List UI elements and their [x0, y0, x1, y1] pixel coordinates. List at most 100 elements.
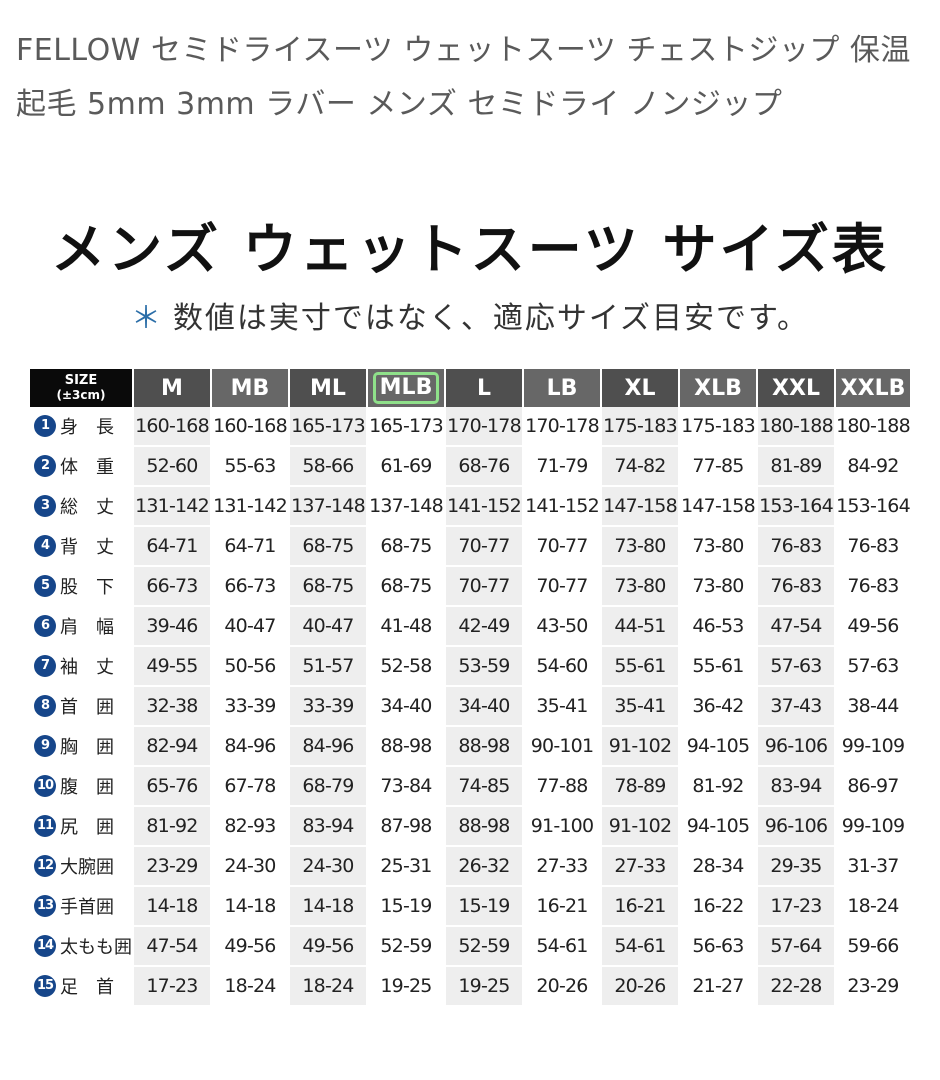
table-cell: 34-40 [367, 686, 446, 727]
table-cell: 82-94 [133, 726, 212, 767]
table-cell: 24-30 [289, 846, 368, 887]
table-cell: 170-178 [523, 407, 602, 447]
table-cell: 96-106 [757, 806, 836, 847]
table-cell: 70-77 [445, 566, 524, 607]
size-column-label: XXL [772, 375, 820, 401]
row-number-badge: 10 [34, 775, 56, 797]
size-column-lb: LB [523, 369, 602, 407]
table-cell: 40-47 [211, 606, 290, 647]
table-cell: 55-61 [601, 646, 680, 687]
table-cell: 73-80 [679, 566, 758, 607]
table-cell: 73-80 [601, 526, 680, 567]
row-label: 腹 囲 [60, 777, 114, 798]
table-cell: 141-152 [523, 486, 602, 527]
table-cell: 175-183 [601, 407, 680, 447]
size-column-mlb: MLB [367, 369, 446, 407]
row-label-cell: 14 太もも囲 [30, 926, 134, 967]
table-cell: 68-75 [367, 526, 446, 567]
table-cell: 64-71 [133, 526, 212, 567]
table-cell: 67-78 [211, 766, 290, 807]
table-cell: 16-22 [679, 886, 758, 927]
table-cell: 94-105 [679, 806, 758, 847]
table-cell: 42-49 [445, 606, 524, 647]
table-cell: 14-18 [133, 886, 212, 927]
table-cell: 83-94 [289, 806, 368, 847]
table-cell: 147-158 [601, 486, 680, 527]
table-row: 11 尻 囲 81-92 82-93 83-94 87-98 88-98 91-100 91-1… [30, 806, 912, 847]
row-label: 首 囲 [60, 697, 114, 718]
table-cell: 54-60 [523, 646, 602, 687]
table-cell: 147-158 [679, 486, 758, 527]
table-cell: 74-85 [445, 766, 524, 807]
table-cell: 73-80 [601, 566, 680, 607]
table-cell: 52-58 [367, 646, 446, 687]
table-cell: 180-188 [757, 407, 836, 447]
table-cell: 70-77 [445, 526, 524, 567]
row-number-badge: 11 [34, 815, 56, 837]
table-cell: 17-23 [133, 966, 212, 1007]
size-column-label: M [161, 375, 183, 401]
row-number-badge: 15 [34, 975, 56, 997]
table-cell: 96-106 [757, 726, 836, 767]
table-cell: 84-96 [211, 726, 290, 767]
table-cell: 44-51 [601, 606, 680, 647]
table-cell: 84-96 [289, 726, 368, 767]
table-cell: 33-39 [211, 686, 290, 727]
table-cell: 15-19 [367, 886, 446, 927]
size-column-l: L [445, 369, 524, 407]
size-column-m: M [133, 369, 212, 407]
table-cell: 153-164 [757, 486, 836, 527]
table-row: 10 腹 囲 65-76 67-78 68-79 73-84 74-85 77-88 78-89… [30, 766, 912, 807]
table-cell: 131-142 [133, 486, 212, 527]
table-cell: 58-66 [289, 446, 368, 487]
row-number-badge: 6 [34, 615, 56, 637]
row-label: 体 重 [60, 457, 114, 478]
table-cell: 32-38 [133, 686, 212, 727]
table-cell: 91-102 [601, 806, 680, 847]
table-cell: 68-75 [367, 566, 446, 607]
row-label-cell: 15 足 首 [30, 966, 134, 1007]
row-label: 肩 幅 [60, 617, 114, 638]
table-cell: 47-54 [133, 926, 212, 967]
row-number-badge: 9 [34, 735, 56, 757]
table-cell: 19-25 [445, 966, 524, 1007]
table-row: 12 大腕囲 23-29 24-30 24-30 25-31 26-32 27-33 27-33… [30, 846, 912, 887]
table-cell: 36-42 [679, 686, 758, 727]
row-label: 袖 丈 [60, 657, 114, 678]
table-cell: 78-89 [601, 766, 680, 807]
table-cell: 41-48 [367, 606, 446, 647]
table-cell: 38-44 [835, 686, 912, 727]
table-cell: 15-19 [445, 886, 524, 927]
table-cell: 27-33 [601, 846, 680, 887]
table-cell: 18-24 [211, 966, 290, 1007]
table-row: 15 足 首 17-23 18-24 18-24 19-25 19-25 20-26 20-26… [30, 966, 912, 1007]
row-label: 胸 囲 [60, 737, 114, 758]
table-cell: 40-47 [289, 606, 368, 647]
table-cell: 170-178 [445, 407, 524, 447]
table-cell: 34-40 [445, 686, 524, 727]
size-column-xlb: XLB [679, 369, 758, 407]
table-cell: 76-83 [757, 566, 836, 607]
table-cell: 68-75 [289, 526, 368, 567]
table-cell: 52-60 [133, 446, 212, 487]
table-cell: 88-98 [445, 806, 524, 847]
table-cell: 55-61 [679, 646, 758, 687]
table-cell: 68-75 [289, 566, 368, 607]
table-cell: 24-30 [211, 846, 290, 887]
size-column-xxlb: XXLB [835, 369, 912, 407]
size-column-xl: XL [601, 369, 680, 407]
row-label: 背 丈 [60, 537, 114, 558]
